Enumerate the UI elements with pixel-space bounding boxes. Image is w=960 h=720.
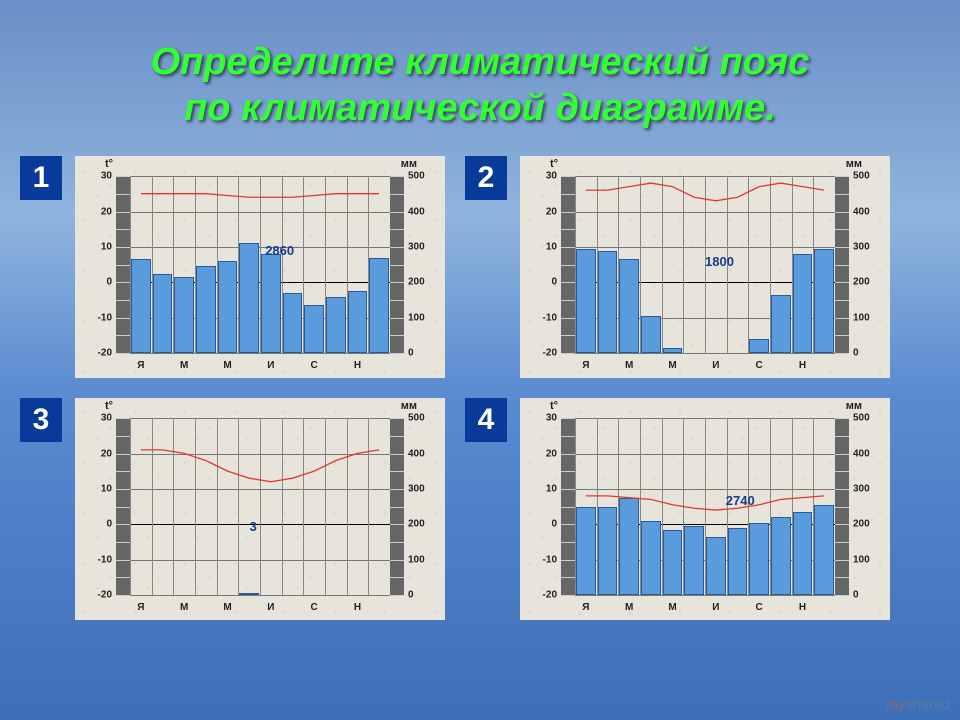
title-line-2: по климатической диаграмме. <box>184 87 776 129</box>
chart-grid: 1 3020100-10-205004003002001000t°ммЯММИСН… <box>0 141 960 620</box>
num-2: 2 <box>465 156 507 200</box>
chart-4: 3020100-10-205004003002001000t°ммЯММИСН2… <box>520 398 890 620</box>
cell-2: 23020100-10-205004003002001000t°ммЯММИСН… <box>500 156 905 378</box>
cell-4: 43020100-10-205004003002001000t°ммЯММИСН… <box>500 398 905 620</box>
num-3: 3 <box>20 398 62 442</box>
title-line-1: Определите климатический пояс <box>151 41 810 83</box>
watermark-suffix: shared <box>905 696 950 712</box>
cell-1: 13020100-10-205004003002001000t°ммЯММИСН… <box>55 156 460 378</box>
chart-1: 3020100-10-205004003002001000t°ммЯММИСН2… <box>75 156 445 378</box>
watermark-prefix: my <box>886 696 905 712</box>
watermark: myshared <box>886 696 950 712</box>
num-1: 1 <box>20 156 62 200</box>
chart-3: 3020100-10-205004003002001000t°ммЯММИСН3 <box>75 398 445 620</box>
chart-2: 3020100-10-205004003002001000t°ммЯММИСН1… <box>520 156 890 378</box>
cell-3: 33020100-10-205004003002001000t°ммЯММИСН… <box>55 398 460 620</box>
num-4: 4 <box>465 398 507 442</box>
